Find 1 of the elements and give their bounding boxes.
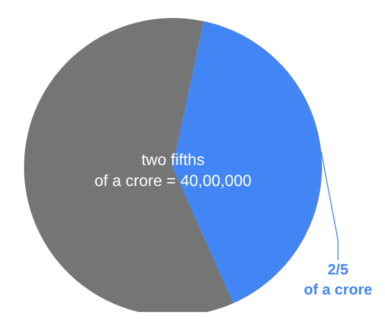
slice-label: 2/5 of a crore xyxy=(304,262,372,298)
